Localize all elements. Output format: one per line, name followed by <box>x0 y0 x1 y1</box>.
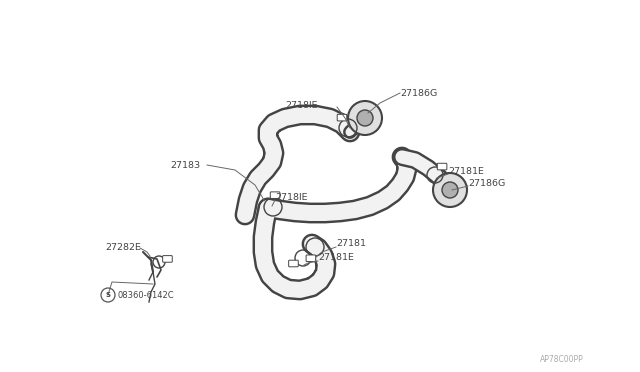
Text: 27282E: 27282E <box>105 244 141 253</box>
FancyBboxPatch shape <box>270 192 280 199</box>
Text: 2718lE: 2718lE <box>275 192 307 202</box>
Circle shape <box>357 110 373 126</box>
Text: 27181: 27181 <box>336 240 366 248</box>
Text: 2718lE: 2718lE <box>285 100 317 109</box>
Text: 27181E: 27181E <box>318 253 354 263</box>
Text: 27183: 27183 <box>170 160 200 170</box>
Text: 27186G: 27186G <box>400 89 437 97</box>
Text: AP78C00PP: AP78C00PP <box>540 356 584 365</box>
Circle shape <box>433 173 467 207</box>
Text: S: S <box>106 292 111 298</box>
FancyBboxPatch shape <box>306 255 316 262</box>
Text: 27186G: 27186G <box>468 179 505 187</box>
Text: 08360-6142C: 08360-6142C <box>118 291 175 299</box>
Circle shape <box>348 101 382 135</box>
FancyBboxPatch shape <box>289 260 298 267</box>
Text: 27181E: 27181E <box>448 167 484 176</box>
FancyBboxPatch shape <box>337 114 347 121</box>
FancyBboxPatch shape <box>163 256 172 262</box>
Circle shape <box>442 182 458 198</box>
FancyBboxPatch shape <box>437 163 447 170</box>
